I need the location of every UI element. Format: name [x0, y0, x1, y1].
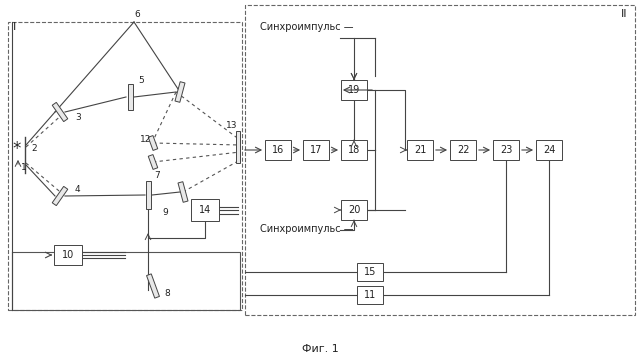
Text: 3: 3: [75, 113, 81, 122]
Bar: [303, 140, 329, 160]
Text: 20: 20: [348, 205, 360, 215]
Text: 14: 14: [199, 205, 211, 215]
Polygon shape: [148, 136, 157, 150]
Text: 4: 4: [75, 185, 81, 194]
Text: 13: 13: [226, 121, 237, 130]
Text: 17: 17: [310, 145, 322, 155]
Text: 7: 7: [154, 171, 160, 180]
Bar: [245, 5, 635, 315]
Bar: [357, 263, 383, 281]
Text: II: II: [621, 9, 627, 19]
Bar: [341, 140, 367, 160]
Text: 12: 12: [140, 135, 152, 144]
Polygon shape: [52, 186, 68, 206]
Text: 16: 16: [272, 145, 284, 155]
Text: 8: 8: [164, 289, 170, 298]
Bar: [407, 140, 433, 160]
Text: Синхроимпульс —: Синхроимпульс —: [260, 224, 353, 234]
Text: 11: 11: [364, 290, 376, 300]
Bar: [12, 252, 240, 310]
Text: 6: 6: [134, 10, 140, 19]
Bar: [54, 245, 82, 265]
Bar: [265, 140, 291, 160]
Polygon shape: [127, 84, 132, 110]
Text: Фиг. 1: Фиг. 1: [301, 344, 339, 354]
Polygon shape: [52, 102, 68, 122]
Polygon shape: [175, 82, 185, 102]
Bar: [8, 22, 242, 310]
Polygon shape: [178, 182, 188, 202]
Text: 9: 9: [162, 208, 168, 217]
Polygon shape: [147, 274, 159, 298]
Bar: [191, 199, 219, 221]
Text: I: I: [13, 22, 16, 32]
Text: 1: 1: [21, 163, 27, 172]
Bar: [450, 140, 476, 160]
Text: 21: 21: [414, 145, 426, 155]
Text: *: *: [13, 140, 21, 158]
Text: Синхроимпульс —: Синхроимпульс —: [260, 22, 353, 32]
Text: 15: 15: [364, 267, 376, 277]
Bar: [493, 140, 519, 160]
Text: 22: 22: [457, 145, 469, 155]
Polygon shape: [145, 181, 150, 209]
Polygon shape: [148, 155, 157, 169]
Text: 19: 19: [348, 85, 360, 95]
Text: 5: 5: [138, 76, 144, 85]
Bar: [536, 140, 562, 160]
Polygon shape: [236, 131, 240, 163]
Bar: [357, 286, 383, 304]
Text: 24: 24: [543, 145, 555, 155]
Bar: [341, 200, 367, 220]
Text: 18: 18: [348, 145, 360, 155]
Text: 2: 2: [31, 144, 36, 153]
Bar: [341, 80, 367, 100]
Text: 23: 23: [500, 145, 512, 155]
Text: 10: 10: [62, 250, 74, 260]
